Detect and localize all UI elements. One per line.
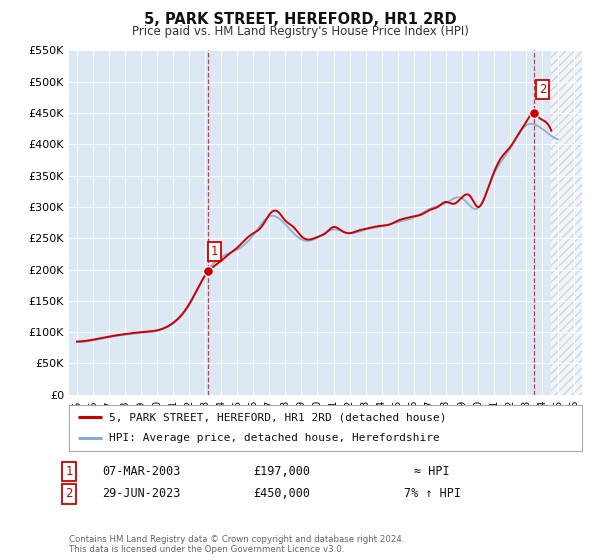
Text: £450,000: £450,000 [254,487,311,501]
Text: 1: 1 [65,465,73,478]
Text: 29-JUN-2023: 29-JUN-2023 [102,487,180,501]
Text: 1: 1 [211,245,218,258]
Text: HPI: Average price, detached house, Herefordshire: HPI: Average price, detached house, Here… [109,433,440,444]
Text: Contains HM Land Registry data © Crown copyright and database right 2024.: Contains HM Land Registry data © Crown c… [69,535,404,544]
Text: 07-MAR-2003: 07-MAR-2003 [102,465,180,478]
Text: 5, PARK STREET, HEREFORD, HR1 2RD: 5, PARK STREET, HEREFORD, HR1 2RD [143,12,457,27]
Text: This data is licensed under the Open Government Licence v3.0.: This data is licensed under the Open Gov… [69,545,344,554]
Bar [551,50,582,395]
Text: £197,000: £197,000 [254,465,311,478]
Text: Price paid vs. HM Land Registry's House Price Index (HPI): Price paid vs. HM Land Registry's House … [131,25,469,38]
Text: ≈ HPI: ≈ HPI [414,465,450,478]
Text: 2: 2 [65,487,73,501]
Text: 7% ↑ HPI: 7% ↑ HPI [404,487,461,501]
Text: 5, PARK STREET, HEREFORD, HR1 2RD (detached house): 5, PARK STREET, HEREFORD, HR1 2RD (detac… [109,412,446,422]
Text: 2: 2 [539,83,547,96]
